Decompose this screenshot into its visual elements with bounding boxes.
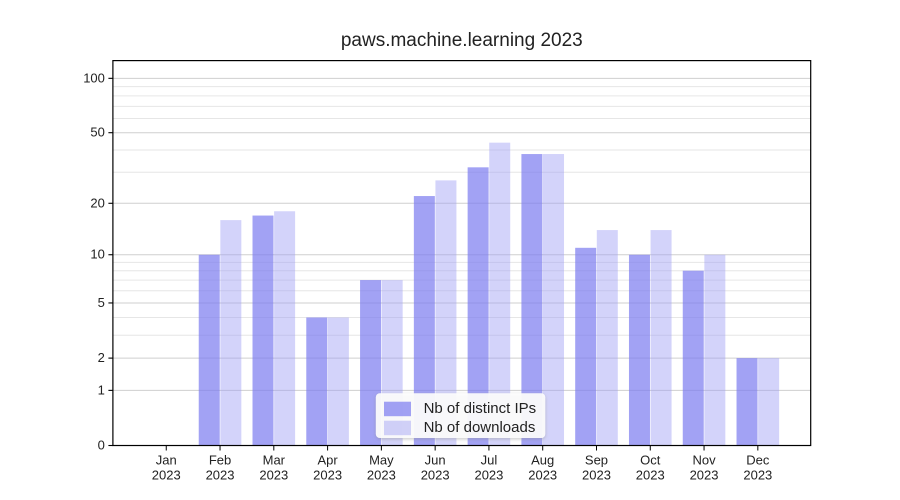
svg-text:Aug: Aug <box>531 453 554 468</box>
svg-text:May: May <box>369 453 394 468</box>
svg-text:20: 20 <box>90 195 104 210</box>
svg-text:Feb: Feb <box>209 453 231 468</box>
svg-text:2023: 2023 <box>259 468 288 483</box>
svg-text:Apr: Apr <box>317 453 338 468</box>
svg-text:Dec: Dec <box>746 453 770 468</box>
svg-text:2023: 2023 <box>582 468 611 483</box>
svg-text:2023: 2023 <box>206 468 235 483</box>
svg-text:2: 2 <box>98 350 105 365</box>
svg-text:2023: 2023 <box>474 468 503 483</box>
svg-text:Sep: Sep <box>585 453 608 468</box>
svg-text:Oct: Oct <box>640 453 661 468</box>
svg-text:2023: 2023 <box>152 468 181 483</box>
svg-text:Jan: Jan <box>156 453 177 468</box>
svg-text:2023: 2023 <box>690 468 719 483</box>
svg-text:1: 1 <box>98 382 105 397</box>
svg-text:100: 100 <box>83 70 105 85</box>
svg-text:5: 5 <box>98 295 105 310</box>
svg-text:Nb of downloads: Nb of downloads <box>424 419 536 436</box>
svg-text:Nov: Nov <box>692 453 716 468</box>
svg-text:2023: 2023 <box>528 468 557 483</box>
svg-text:50: 50 <box>90 125 104 140</box>
svg-text:2023: 2023 <box>313 468 342 483</box>
svg-text:Jun: Jun <box>425 453 446 468</box>
svg-text:2023: 2023 <box>743 468 772 483</box>
svg-text:Mar: Mar <box>263 453 286 468</box>
svg-text:0: 0 <box>98 438 105 453</box>
svg-text:2023: 2023 <box>636 468 665 483</box>
svg-text:10: 10 <box>90 247 104 262</box>
svg-text:Nb of distinct IPs: Nb of distinct IPs <box>424 400 537 417</box>
svg-text:2023: 2023 <box>421 468 450 483</box>
svg-text:Jul: Jul <box>481 453 498 468</box>
svg-text:2023: 2023 <box>367 468 396 483</box>
